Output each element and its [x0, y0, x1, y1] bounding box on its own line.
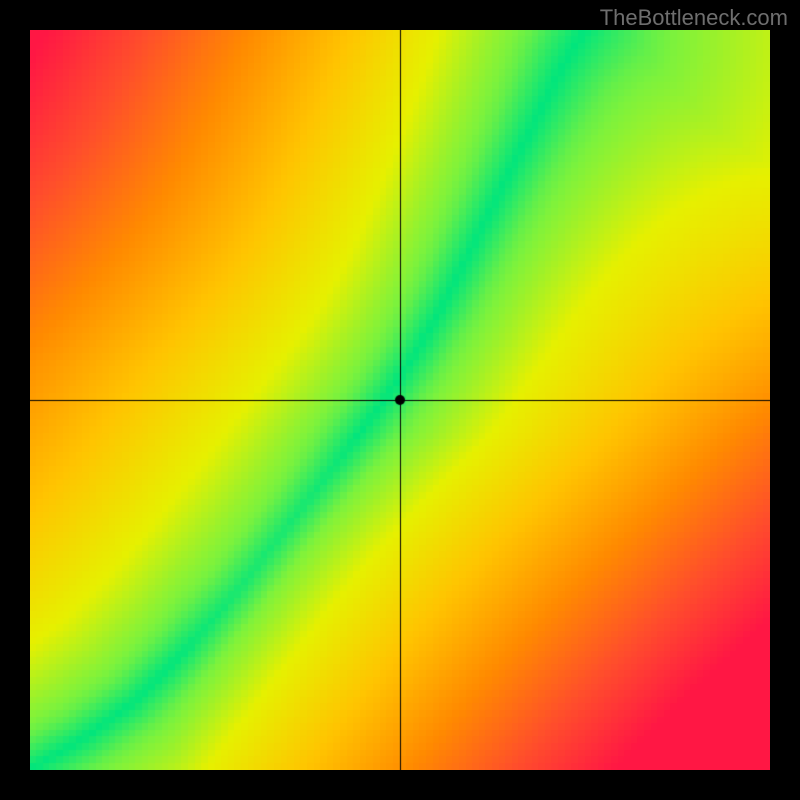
watermark-text: TheBottleneck.com: [600, 5, 788, 31]
bottleneck-heatmap: [30, 30, 770, 770]
